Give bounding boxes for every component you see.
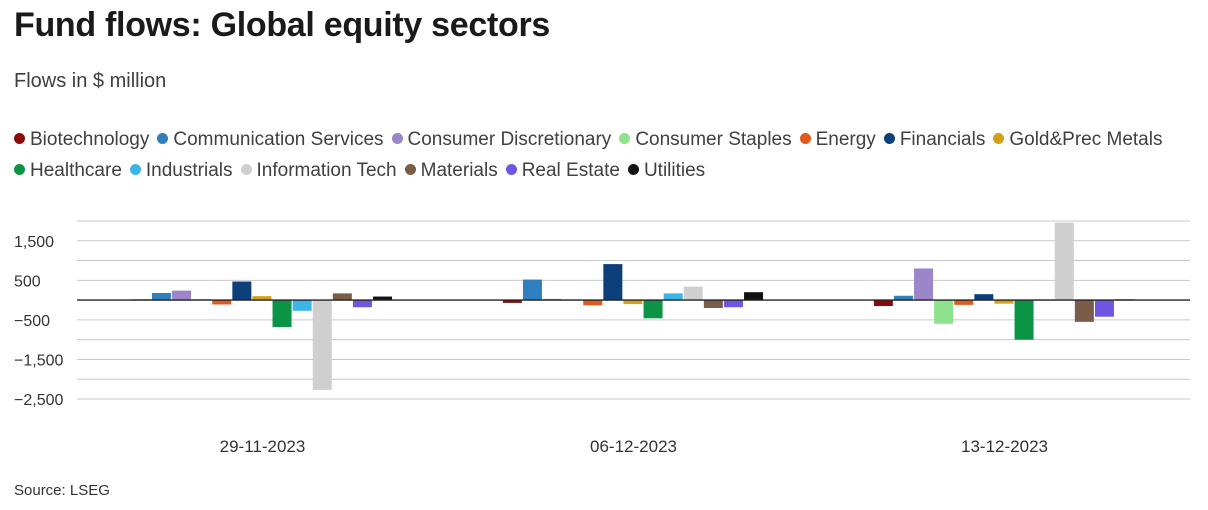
bar bbox=[974, 294, 994, 301]
legend-item: Information Tech bbox=[240, 160, 397, 181]
bar bbox=[583, 300, 603, 306]
y-tick-label: −1,500 bbox=[14, 352, 63, 369]
legend-label: Consumer Staples bbox=[635, 129, 792, 150]
y-tick-label: −500 bbox=[14, 313, 50, 330]
legend-label: Energy bbox=[815, 129, 876, 150]
legend-item: Gold&Prec Metals bbox=[993, 129, 1162, 150]
legend-swatch bbox=[619, 133, 631, 144]
bar bbox=[663, 293, 683, 301]
legend-swatch bbox=[14, 164, 25, 175]
legend-label: Materials bbox=[420, 160, 498, 181]
legend-label: Biotechnology bbox=[30, 129, 150, 150]
legend-label: Utilities bbox=[643, 160, 706, 181]
legend-item: Healthcare bbox=[14, 160, 122, 181]
legend-item: Materials bbox=[404, 160, 498, 181]
y-tick-label: −2,500 bbox=[14, 392, 63, 409]
source-note: Source: LSEG bbox=[14, 482, 110, 499]
legend-swatch bbox=[505, 164, 517, 175]
legend-label: Information Tech bbox=[256, 160, 397, 181]
bar bbox=[934, 300, 954, 324]
legend-label: Industrials bbox=[145, 160, 233, 181]
chart-title: Fund flows: Global equity sectors bbox=[14, 6, 551, 44]
x-tick-label: 06-12-2023 bbox=[590, 437, 677, 456]
legend-swatch bbox=[627, 164, 639, 175]
legend-item: Energy bbox=[799, 129, 876, 150]
bar bbox=[623, 300, 643, 305]
legend-item: Utilities bbox=[627, 160, 706, 181]
legend-item: Consumer Staples bbox=[619, 129, 792, 150]
legend-swatch bbox=[404, 164, 416, 175]
bar bbox=[292, 300, 312, 311]
bar bbox=[914, 268, 934, 301]
bar bbox=[643, 300, 663, 319]
legend-swatch bbox=[391, 133, 403, 144]
bar bbox=[522, 279, 542, 301]
legend-item: Communication Services bbox=[157, 129, 384, 150]
legend-swatch bbox=[993, 133, 1005, 144]
bar bbox=[352, 300, 372, 308]
bar bbox=[954, 300, 974, 305]
bar bbox=[703, 300, 723, 309]
legend-item: Financials bbox=[883, 129, 986, 150]
legend-label: Gold&Prec Metals bbox=[1009, 129, 1163, 150]
bar bbox=[1094, 300, 1114, 317]
legend-label: Consumer Discretionary bbox=[407, 129, 612, 150]
bar bbox=[312, 300, 332, 390]
legend-label: Healthcare bbox=[30, 160, 122, 181]
bar bbox=[1054, 222, 1074, 301]
bar bbox=[172, 290, 192, 301]
bar-chart: 1,500 500 −500 −1,500 −2,500 29-11-2023 06-12-… bbox=[14, 220, 1190, 456]
legend-swatch bbox=[799, 133, 811, 144]
bar bbox=[994, 300, 1014, 304]
chart-subtitle: Flows in $ million bbox=[14, 70, 167, 92]
bar bbox=[603, 264, 623, 301]
bar bbox=[1014, 300, 1034, 340]
legend-swatch bbox=[129, 164, 141, 175]
bar bbox=[272, 300, 292, 328]
legend-swatch bbox=[157, 133, 169, 144]
bar bbox=[683, 286, 703, 301]
bar bbox=[212, 300, 232, 305]
legend-label: Real Estate bbox=[521, 160, 620, 181]
legend-item: Industrials bbox=[129, 160, 233, 181]
bar bbox=[151, 292, 171, 301]
bar bbox=[873, 300, 893, 307]
bar bbox=[373, 296, 393, 301]
bar bbox=[723, 300, 743, 308]
chart-legend: Biotechnology Communication Services Consu… bbox=[14, 124, 1174, 186]
x-tick-label: 29-11-2023 bbox=[220, 437, 306, 456]
legend-swatch bbox=[883, 133, 895, 144]
legend-swatch bbox=[14, 133, 25, 144]
bar bbox=[332, 293, 352, 301]
legend-swatch bbox=[240, 164, 252, 175]
legend-label: Communication Services bbox=[173, 129, 384, 150]
bar bbox=[502, 300, 522, 303]
legend-item: Real Estate bbox=[505, 160, 620, 181]
bar bbox=[232, 281, 252, 301]
x-tick-label: 13-12-2023 bbox=[961, 437, 1048, 456]
legend-item: Biotechnology bbox=[14, 129, 149, 150]
bar bbox=[252, 296, 272, 301]
legend-item: Consumer Discretionary bbox=[391, 129, 612, 150]
y-tick-label: 1,500 bbox=[14, 234, 54, 251]
legend-label: Financials bbox=[899, 129, 986, 150]
bar bbox=[744, 292, 764, 301]
bar bbox=[893, 295, 913, 301]
y-tick-label: 500 bbox=[14, 273, 41, 290]
bar bbox=[1074, 300, 1094, 322]
